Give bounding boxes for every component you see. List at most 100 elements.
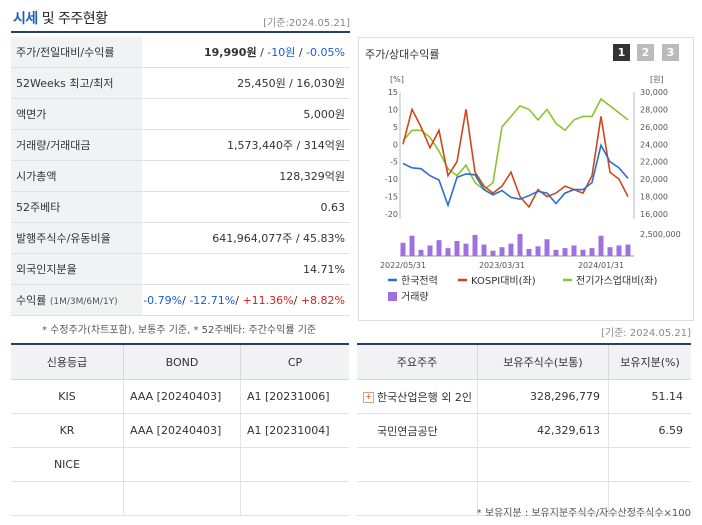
right-tick-label: 20,000 (640, 175, 668, 184)
left-tick-label: -5 (390, 158, 398, 167)
series-line-2 (402, 97, 629, 191)
table-cell (477, 481, 609, 516)
returns-period: (1M/3M/6M/1Y) (49, 297, 118, 307)
table-cell: + 한국산업은행 외 2인 (357, 379, 478, 414)
table-cell: NICE (11, 447, 124, 482)
left-tick-label: 15 (388, 88, 398, 97)
right-tick-label: 30,000 (640, 88, 668, 97)
summary-row: 시가총액 128,329억원 (11, 160, 350, 192)
table-cell: 51.14 (608, 379, 691, 414)
close-price: 19,990원 (204, 46, 257, 59)
volume-bar (445, 248, 451, 256)
summary-row: 52Weeks 최고/최저 25,450원 / 16,030원 (11, 67, 350, 99)
summary-label: 52주베타 (11, 191, 142, 223)
col-header: 신용등급 (11, 344, 124, 380)
chart-page-3-button[interactable]: 3 (662, 44, 679, 61)
table-cell (11, 481, 124, 516)
chart-title: 주가/상대수익률 (365, 48, 440, 61)
series-line-1 (402, 107, 629, 209)
title-highlight: 시세 (13, 11, 38, 27)
chart-page-2-button[interactable]: 2 (637, 44, 654, 61)
chart-panel (358, 37, 694, 321)
footnote-holdings: * 보유지분 : 보유지분주식수/자수산정주식수×100 (476, 508, 691, 519)
summary-label: 수익률 (1M/3M/6M/1Y) (11, 284, 142, 316)
volume-bar (481, 244, 487, 256)
volume-bar (562, 248, 568, 256)
footnote: * 수정주가(차트포함), 보통주 기준, * 52주베타: 주간수익률 기준 (42, 325, 317, 336)
summary-label: 거래량/거래대금 (11, 129, 142, 161)
volume-bar (454, 241, 460, 256)
volume-bar (517, 234, 523, 256)
volume-bar (427, 245, 433, 256)
table-cell: A1 [20231006] (240, 379, 349, 414)
summary-label: 외국인지분율 (11, 253, 142, 285)
volume-bar (472, 234, 478, 256)
table-cell: 6.59 (608, 413, 691, 448)
table-cell (240, 447, 349, 482)
price-rate: -0.05% (306, 46, 345, 59)
legend-label: 전기가스업대비(좌) (576, 274, 658, 287)
right-tick-label: 26,000 (640, 123, 668, 132)
summary-row: 52주베타 0.63 (11, 191, 350, 223)
expand-icon[interactable]: + (363, 392, 374, 403)
volume-bar (589, 248, 595, 256)
volume-bar (553, 249, 559, 256)
table-cell: 42,329,613 (477, 413, 609, 448)
table-cell: KR (11, 413, 124, 448)
series-line-0 (402, 142, 629, 208)
table-cell (477, 447, 609, 482)
summary-row: 발행주식수/유동비율 641,964,077주 / 45.83% (11, 222, 350, 254)
table-row (357, 447, 691, 482)
table-cell (123, 481, 241, 516)
volume-tick-label: 2,500,000 (640, 230, 681, 239)
table-cell (240, 481, 349, 516)
col-header: 보유주식수(보통) (477, 344, 609, 380)
table-cell: 328,296,779 (477, 379, 609, 414)
summary-row: 거래량/거래대금 1,573,440주 / 314억원 (11, 129, 350, 161)
legend-swatch (388, 292, 397, 301)
table-row (357, 481, 691, 516)
table-row: KIS AAA [20240403] A1 [20231006] (11, 379, 349, 414)
table-row: NICE (11, 447, 349, 482)
volume-bar (580, 249, 586, 256)
left-tick-label: -10 (385, 175, 398, 184)
left-axis-unit: [%] (390, 75, 404, 84)
holders-table: 주요주주 보유주식수(보통) 보유지분(%) + 한국산업은행 외 2인 328,2… (357, 343, 691, 516)
chart-page-1-button[interactable]: 1 (613, 44, 630, 61)
col-header: CP (240, 344, 349, 380)
volume-bar (400, 242, 406, 256)
right-tick-label: 22,000 (640, 158, 668, 167)
table-row: 국민연금공단 42,329,613 6.59 (357, 413, 691, 448)
x-tick-label: 2024/01/31 (578, 261, 624, 270)
right-tick-label: 18,000 (640, 193, 668, 202)
table-cell (123, 447, 241, 482)
left-tick-label: 10 (388, 105, 398, 114)
summary-table: 주가/전일대비/수익률 19,990원 / -10원 / -0.05% 52We… (11, 37, 350, 316)
volume-bar (571, 245, 577, 256)
volume-bar (418, 249, 424, 256)
table-row: + 한국산업은행 외 2인 328,296,779 51.14 (357, 379, 691, 414)
summary-row: 수익률 (1M/3M/6M/1Y) -0.79%/ -12.71%/ +11.3… (11, 284, 350, 316)
table-cell (357, 447, 478, 482)
summary-value: 5,000원 (142, 98, 350, 130)
summary-value: 14.71% (142, 253, 350, 285)
right-axis-unit: [원] (650, 75, 664, 84)
volume-bar (526, 248, 532, 256)
volume-bar (508, 243, 514, 256)
summary-row: 액면가 5,000원 (11, 98, 350, 130)
volume-bar (463, 243, 469, 256)
volume-bar (625, 244, 631, 256)
right-tick-label: 28,000 (640, 105, 668, 114)
left-tick-label: 0 (393, 140, 398, 149)
base-date: [기준:2024.05.21] (263, 18, 350, 29)
legend-label: 거래량 (401, 291, 429, 303)
col-header: BOND (123, 344, 241, 380)
summary-value: 128,329억원 (142, 160, 350, 192)
summary-label: 발행주식수/유동비율 (11, 222, 142, 254)
legend-label: 한국전력 (401, 275, 438, 287)
summary-value: 25,450원 / 16,030원 (142, 67, 350, 99)
summary-row: 외국인지분율 14.71% (11, 253, 350, 285)
volume-bar (490, 250, 496, 256)
table-cell: AAA [20240403] (123, 379, 241, 414)
right-tick-label: 24,000 (640, 140, 668, 149)
